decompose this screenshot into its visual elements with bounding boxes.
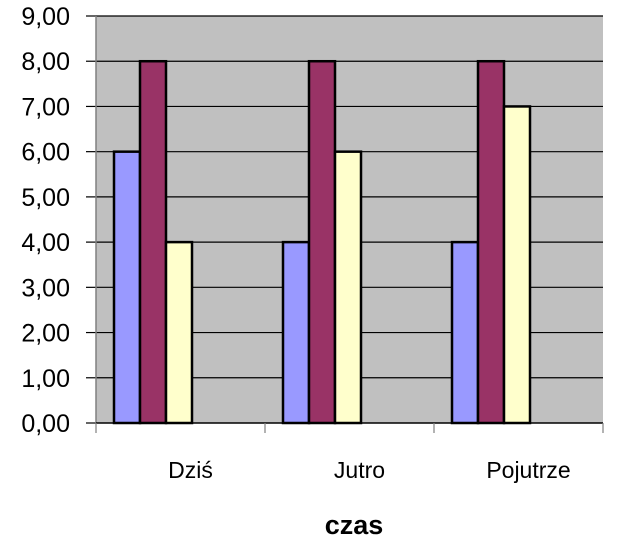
- bar-dziś-series-1: [112, 150, 142, 425]
- y-tick-label: 4,00: [21, 229, 70, 257]
- bar-jutro-series-3: [333, 150, 363, 425]
- bar-pojutrze-series-2: [476, 59, 506, 425]
- bar-dziś-series-3: [164, 240, 194, 425]
- y-tick-label: 7,00: [21, 93, 70, 121]
- y-tick-label: 6,00: [21, 139, 70, 167]
- x-tick-label: Dziś: [168, 457, 213, 483]
- y-tick-label: 3,00: [21, 274, 70, 302]
- y-tick-label: 0,00: [21, 410, 70, 438]
- bar-pojutrze-series-1: [450, 240, 480, 425]
- bar-pojutrze-series-3: [502, 105, 532, 425]
- bar-dziś-series-2: [138, 59, 168, 425]
- y-tick-label: 5,00: [21, 184, 70, 212]
- y-tick-label: 2,00: [21, 320, 70, 348]
- y-tick-label: 8,00: [21, 48, 70, 76]
- y-tick-label: 9,00: [21, 3, 70, 31]
- y-tick-label: 1,00: [21, 365, 70, 393]
- bar-jutro-series-2: [307, 59, 337, 425]
- x-tick-label: Pojutrze: [486, 457, 570, 483]
- x-tick-label: Jutro: [334, 457, 385, 483]
- x-axis-label: czas: [325, 510, 384, 540]
- bar-jutro-series-1: [281, 240, 311, 425]
